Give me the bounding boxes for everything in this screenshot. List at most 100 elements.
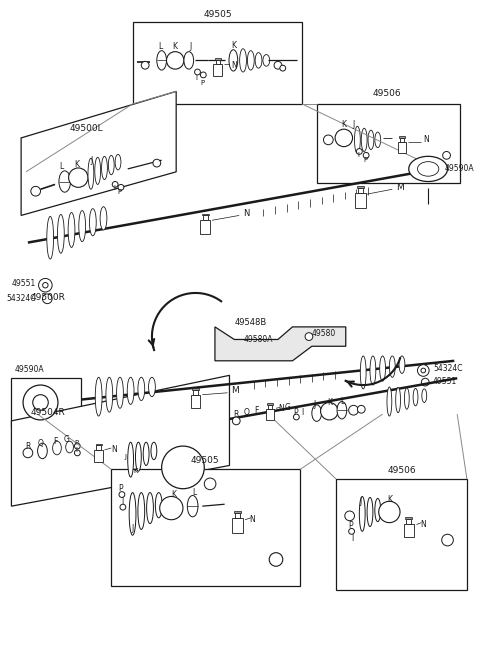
Circle shape xyxy=(269,553,283,566)
Text: L: L xyxy=(158,43,163,51)
Ellipse shape xyxy=(53,441,61,455)
Circle shape xyxy=(293,414,299,420)
Circle shape xyxy=(194,69,201,75)
Ellipse shape xyxy=(138,377,144,400)
Ellipse shape xyxy=(413,388,418,406)
Text: N: N xyxy=(423,136,429,144)
Circle shape xyxy=(335,129,352,147)
Bar xyxy=(268,405,272,409)
Circle shape xyxy=(324,135,333,145)
Circle shape xyxy=(280,66,286,71)
Text: P: P xyxy=(348,521,353,530)
Text: M: M xyxy=(396,183,404,192)
Ellipse shape xyxy=(117,377,123,408)
Circle shape xyxy=(418,365,429,377)
Ellipse shape xyxy=(95,157,101,185)
Ellipse shape xyxy=(229,50,238,71)
Ellipse shape xyxy=(404,388,409,409)
Circle shape xyxy=(162,446,204,489)
Text: L: L xyxy=(340,397,344,406)
Text: J: J xyxy=(359,496,361,506)
Ellipse shape xyxy=(138,493,144,529)
Bar xyxy=(111,470,300,586)
Ellipse shape xyxy=(135,442,141,472)
Ellipse shape xyxy=(375,498,381,521)
Ellipse shape xyxy=(380,356,385,381)
Circle shape xyxy=(119,492,125,497)
Bar xyxy=(193,390,198,395)
Text: J: J xyxy=(190,43,192,51)
Bar xyxy=(94,450,103,462)
Text: N: N xyxy=(111,445,117,455)
Bar xyxy=(357,186,364,188)
Text: J: J xyxy=(125,454,127,460)
Ellipse shape xyxy=(337,402,347,419)
Circle shape xyxy=(321,402,338,420)
Circle shape xyxy=(363,153,369,159)
Ellipse shape xyxy=(108,155,114,175)
Text: L: L xyxy=(60,162,64,172)
Bar xyxy=(355,193,366,208)
Bar xyxy=(132,22,302,104)
Text: J: J xyxy=(91,156,93,164)
Bar xyxy=(234,511,241,513)
Circle shape xyxy=(23,448,33,458)
Bar xyxy=(201,220,210,234)
Text: 49551: 49551 xyxy=(12,279,36,288)
Text: K: K xyxy=(341,120,347,129)
Text: I: I xyxy=(301,407,303,417)
Circle shape xyxy=(167,52,184,69)
Ellipse shape xyxy=(89,209,96,236)
Circle shape xyxy=(153,159,161,167)
Ellipse shape xyxy=(100,207,107,230)
Circle shape xyxy=(118,185,124,190)
Bar xyxy=(235,513,240,518)
Text: I: I xyxy=(75,447,77,453)
Text: 49504R: 49504R xyxy=(31,408,66,417)
Text: 54324C: 54324C xyxy=(433,364,463,373)
Circle shape xyxy=(33,395,48,410)
Text: P: P xyxy=(363,157,367,163)
Bar xyxy=(336,479,467,590)
Text: G: G xyxy=(64,435,70,444)
Text: R: R xyxy=(25,441,31,451)
Bar xyxy=(358,188,363,193)
Text: K: K xyxy=(231,41,236,50)
Text: P: P xyxy=(117,189,121,195)
Circle shape xyxy=(160,496,183,519)
Bar xyxy=(404,523,414,537)
Ellipse shape xyxy=(95,377,102,416)
Polygon shape xyxy=(21,92,176,215)
Ellipse shape xyxy=(360,356,366,389)
Circle shape xyxy=(443,151,450,159)
Text: J: J xyxy=(132,524,134,533)
Text: K: K xyxy=(387,495,392,504)
Ellipse shape xyxy=(58,214,64,253)
Text: K: K xyxy=(133,468,138,474)
Text: K: K xyxy=(74,160,79,168)
Circle shape xyxy=(74,443,80,449)
Text: P: P xyxy=(293,407,298,417)
Ellipse shape xyxy=(361,128,367,151)
Text: 49580A: 49580A xyxy=(244,335,274,344)
Ellipse shape xyxy=(102,157,108,179)
Bar xyxy=(400,138,404,142)
Bar xyxy=(191,395,201,408)
Text: K: K xyxy=(327,398,332,407)
Ellipse shape xyxy=(368,130,374,149)
Ellipse shape xyxy=(389,356,395,377)
Ellipse shape xyxy=(240,48,246,72)
Ellipse shape xyxy=(184,52,193,69)
Ellipse shape xyxy=(418,162,439,176)
Text: 49590A: 49590A xyxy=(444,164,474,174)
Text: G: G xyxy=(285,403,290,412)
Text: 49551: 49551 xyxy=(433,377,457,386)
Ellipse shape xyxy=(127,377,134,404)
Ellipse shape xyxy=(156,493,162,518)
Ellipse shape xyxy=(37,443,48,458)
Text: Q: Q xyxy=(37,439,44,447)
Circle shape xyxy=(201,72,206,78)
Bar xyxy=(96,443,102,445)
Bar xyxy=(214,64,222,76)
Text: 49505: 49505 xyxy=(191,457,219,466)
